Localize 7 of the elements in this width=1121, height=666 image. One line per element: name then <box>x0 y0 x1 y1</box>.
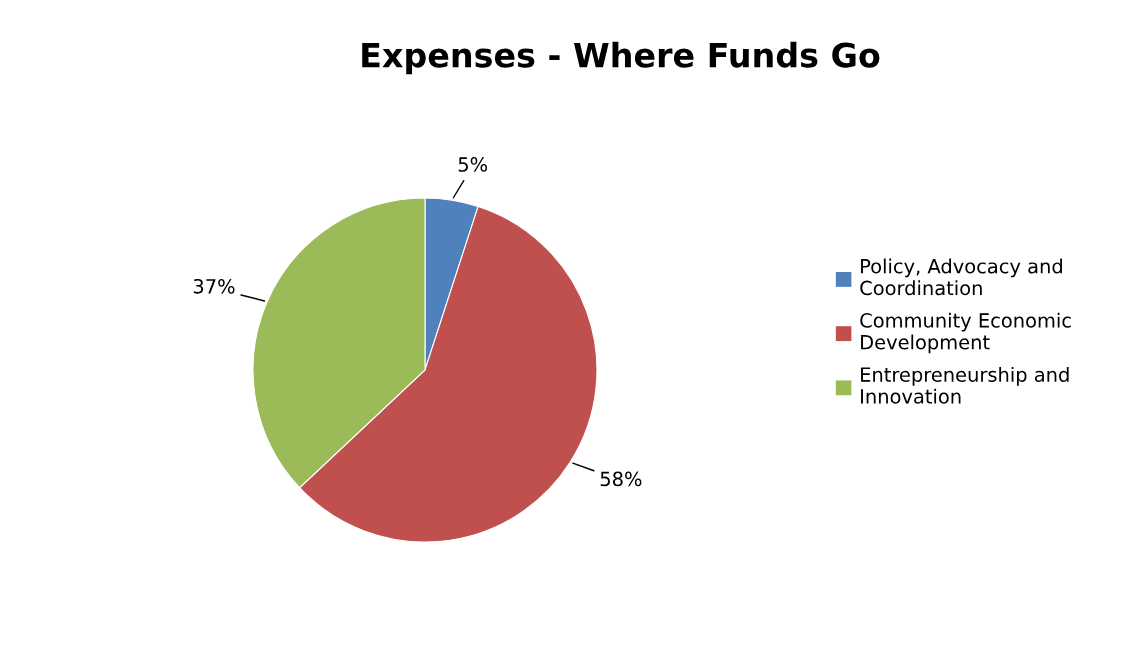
chart-title: Expenses - Where Funds Go <box>362 41 880 75</box>
data-label: 37% <box>193 278 235 294</box>
data-label: 58% <box>600 471 642 487</box>
legend-label: Community Economic Development <box>860 312 1071 354</box>
legend-label: Policy, Advocacy and Coordination <box>860 258 1062 296</box>
data-label: 5% <box>458 157 488 172</box>
legend-label: Entrepreneurship and Innovation <box>861 366 1069 404</box>
